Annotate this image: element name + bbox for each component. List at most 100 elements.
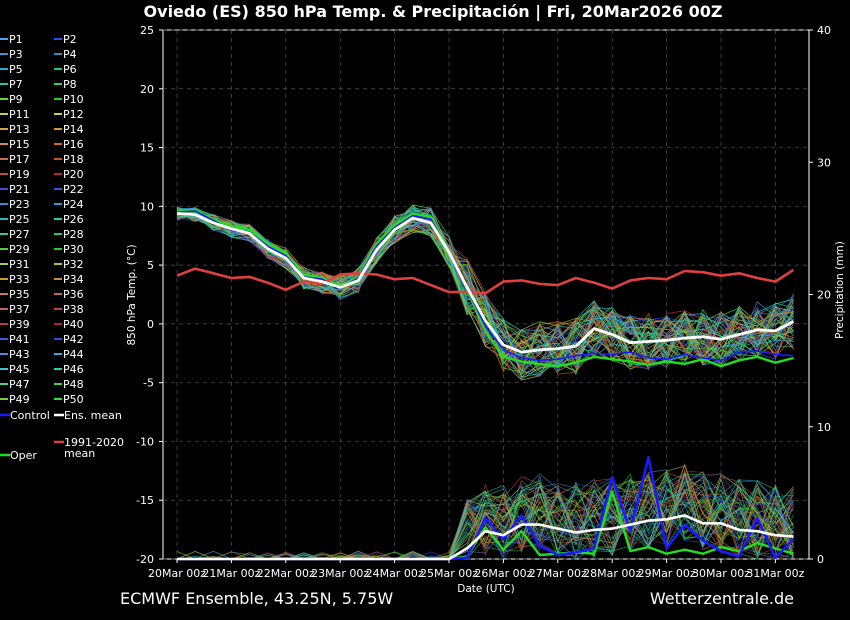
legend-label: P15 [9, 138, 30, 151]
x-tick-label: 25Mar 00z [420, 567, 478, 580]
y-left-tick-label: -10 [136, 435, 154, 448]
climate-mean-line [176, 267, 795, 295]
y-left-tick-label: 25 [140, 24, 154, 37]
x-tick-label: 29Mar 00z [638, 567, 696, 580]
legend-label: P50 [63, 393, 84, 406]
legend-label: P23 [9, 198, 30, 211]
legend-label: P45 [9, 363, 30, 376]
legend-label: P27 [9, 228, 30, 241]
legend-label: mean [64, 447, 95, 460]
legend-label: P33 [9, 273, 30, 286]
legend-label: P20 [63, 168, 84, 181]
y-right-tick-label: 20 [817, 289, 831, 302]
x-axis-label: Date (UTC) [457, 583, 514, 595]
legend-label: P37 [9, 303, 30, 316]
x-tick-label: 26Mar 00z [474, 567, 532, 580]
legend-label: P17 [9, 153, 30, 166]
legend-label: P32 [63, 258, 84, 271]
ens-mean-temp-line [176, 212, 795, 354]
legend-label: P31 [9, 258, 30, 271]
legend-label: P49 [9, 393, 30, 406]
legend-label: P46 [63, 363, 84, 376]
x-tick-label: 20Mar 00z [148, 567, 206, 580]
legend-label: P5 [9, 63, 23, 76]
y-right-tick-label: 40 [817, 24, 831, 37]
legend-label: P30 [63, 243, 84, 256]
chart-title: Oviedo (ES) 850 hPa Temp. & Precipitació… [144, 2, 723, 22]
legend-label: P42 [63, 333, 84, 346]
legend-label: Oper [10, 449, 37, 462]
control-temp-line [176, 210, 794, 362]
y-left-tick-label: 0 [147, 318, 154, 331]
y-left-tick-label: -15 [136, 494, 154, 507]
legend-label: P28 [63, 228, 84, 241]
legend-label: P26 [63, 213, 84, 226]
x-tick-label: 30Mar 00z [692, 567, 750, 580]
summary-lines [176, 208, 795, 561]
x-tick-label: 23Mar 00z [311, 567, 369, 580]
legend-label: P1 [9, 33, 23, 46]
legend-label: P22 [63, 183, 84, 196]
legend-label: P8 [63, 78, 77, 91]
legend-label: P3 [9, 48, 23, 61]
legend-label: P41 [9, 333, 30, 346]
legend-label: P2 [63, 33, 77, 46]
legend-label: P10 [63, 93, 84, 106]
legend-label: P12 [63, 108, 84, 121]
y-right-tick-label: 0 [817, 553, 824, 566]
legend-label: P11 [9, 108, 30, 121]
legend-label: P18 [63, 153, 84, 166]
site-credit-footer: Wetterzentrale.de [650, 589, 794, 608]
legend-label: P6 [63, 63, 77, 76]
legend-label: P38 [63, 303, 84, 316]
legend-label: P13 [9, 123, 30, 136]
member-temp-line [176, 211, 794, 372]
x-tick-label: 27Mar 00z [529, 567, 587, 580]
x-tick-label: 31Mar 00z [746, 567, 804, 580]
y-left-tick-label: 20 [140, 83, 154, 96]
y-left-tick-label: 10 [140, 200, 154, 213]
legend-label: P29 [9, 243, 30, 256]
y-right-tick-label: 10 [817, 421, 831, 434]
y-left-tick-label: -5 [143, 377, 154, 390]
legend-label: P48 [63, 378, 84, 391]
member-precip-line [177, 475, 794, 560]
legend-label: P44 [63, 348, 84, 361]
legend-label: P47 [9, 378, 30, 391]
y-axis-left-label: 850 hPa Temp. (°C) [126, 244, 138, 345]
legend-label: Ens. mean [64, 409, 122, 422]
legend-label: P34 [63, 273, 84, 286]
legend: P1 P2 P3 P4 P5 P6 P7 P8 P9 P10 P11 P12 P13 P14 P15 P16 P… [0, 33, 124, 462]
member-temp-line [176, 210, 794, 363]
legend-label: P21 [9, 183, 30, 196]
x-tick-label: 28Mar 00z [583, 567, 641, 580]
member-temp-line [176, 211, 794, 374]
legend-label: P40 [63, 318, 84, 331]
legend-label: P39 [9, 318, 30, 331]
y-left-tick-label: -20 [136, 553, 154, 566]
x-tick-label: 22Mar 00z [257, 567, 315, 580]
x-tick-label: 24Mar 00z [366, 567, 424, 580]
legend-label: P19 [9, 168, 30, 181]
legend-label: P25 [9, 213, 30, 226]
legend-label: Control [10, 409, 50, 422]
x-tick-label: 21Mar 00z [202, 567, 260, 580]
legend-label: P16 [63, 138, 84, 151]
oper-temp-line [176, 208, 794, 368]
legend-label: P9 [9, 93, 23, 106]
legend-label: P4 [63, 48, 77, 61]
legend-label: P43 [9, 348, 30, 361]
y-left-tick-label: 5 [147, 259, 154, 272]
legend-label: P24 [63, 198, 84, 211]
legend-label: 1991-2020 [64, 436, 124, 449]
y-axis-right-label: Precipitation (mm) [834, 241, 846, 339]
y-right-tick-label: 30 [817, 156, 831, 169]
legend-label: P36 [63, 288, 84, 301]
legend-label: P35 [9, 288, 30, 301]
legend-label: P14 [63, 123, 84, 136]
y-left-tick-label: 15 [140, 142, 154, 155]
member-precip-line [177, 472, 794, 560]
model-location-footer: ECMWF Ensemble, 43.25N, 5.75W [120, 589, 393, 608]
